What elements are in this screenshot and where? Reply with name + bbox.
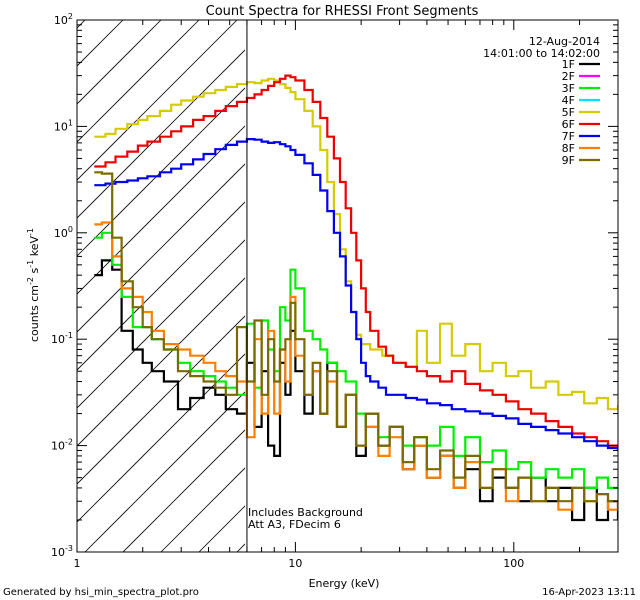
hatch-line	[77, 20, 86, 29]
y-label-base: counts cm	[28, 285, 41, 342]
y-label-sup-1: -2	[26, 277, 35, 285]
hatch-line	[77, 49, 245, 219]
hatch-line	[77, 277, 245, 447]
hatch-line	[77, 201, 245, 371]
y-tick-label: 10-3	[51, 544, 73, 559]
hatch-line	[77, 239, 245, 409]
legend-label-4f: 4F	[562, 94, 575, 107]
hatch-line	[77, 125, 245, 295]
hatch-line	[427, 20, 640, 552]
y-label-mid-1: s	[28, 267, 41, 276]
axes: 1 10 100 10-3 10-2 10-1 100 101 102	[51, 12, 619, 570]
generator-label: Generated by hsi_min_spectra_plot.pro	[3, 587, 199, 598]
series-6f-line	[94, 74, 618, 451]
x-tick-label: 1	[74, 557, 81, 570]
x-tick-label: 100	[503, 557, 524, 570]
series-7f-line	[94, 138, 618, 451]
hatch-line	[77, 315, 245, 485]
legend-label-8f: 8F	[562, 142, 575, 155]
series-layer	[94, 74, 618, 522]
time-range-label: 14:01:00 to 14:02:00	[483, 47, 600, 60]
y-label-sup-3: -1	[26, 228, 35, 236]
hatch-line	[84, 391, 245, 552]
annotation-line-1: Includes Background	[248, 506, 363, 519]
x-tick-label: 10	[288, 557, 302, 570]
hatch-line	[0, 20, 9, 552]
y-label-sup-2: -1	[26, 260, 35, 268]
hatch-line	[77, 20, 238, 181]
legend-label-2f: 2F	[562, 70, 575, 83]
hatch-line	[77, 163, 245, 333]
annotation-line-2: Att A3, FDecim 6	[248, 518, 341, 531]
chart-title: Count Spectra for RHESSI Front Segments	[206, 4, 479, 19]
legend-label-3f: 3F	[562, 82, 575, 95]
y-tick-label: 102	[54, 12, 73, 27]
legend-label-5f: 5F	[562, 106, 575, 119]
series-3f-line	[94, 231, 618, 489]
y-tick-label: 101	[54, 118, 73, 133]
y-tick-label: 10-2	[51, 438, 73, 453]
legend-label-9f: 9F	[562, 154, 575, 167]
hatch-line	[77, 20, 200, 143]
y-axis-label: counts cm-2 s-1 keV-1	[26, 228, 41, 342]
legend-label-6f: 6F	[562, 118, 575, 131]
y-tick-label: 10-1	[51, 331, 73, 346]
legend-label-7f: 7F	[562, 130, 575, 143]
series-8f-line	[94, 221, 618, 511]
hatch-line	[77, 87, 245, 257]
legend-label-1f: 1F	[562, 58, 575, 71]
plot-frame	[76, 19, 619, 553]
hatch-line	[77, 353, 245, 523]
y-tick-label: 100	[54, 225, 73, 240]
hatch-line	[465, 20, 640, 552]
timestamp-label: 16-Apr-2023 13:11	[542, 587, 636, 598]
hatch-line	[122, 429, 245, 552]
series-5f-line	[94, 77, 618, 411]
x-axis-label: Energy (keV)	[309, 577, 380, 590]
hatch-line	[77, 20, 124, 67]
series-9f-line	[94, 171, 618, 503]
hatched-region	[0, 20, 640, 552]
hatch-line	[77, 20, 162, 105]
date-label: 12-Aug-2014	[529, 35, 600, 48]
y-label-mid-2: keV	[28, 236, 41, 260]
